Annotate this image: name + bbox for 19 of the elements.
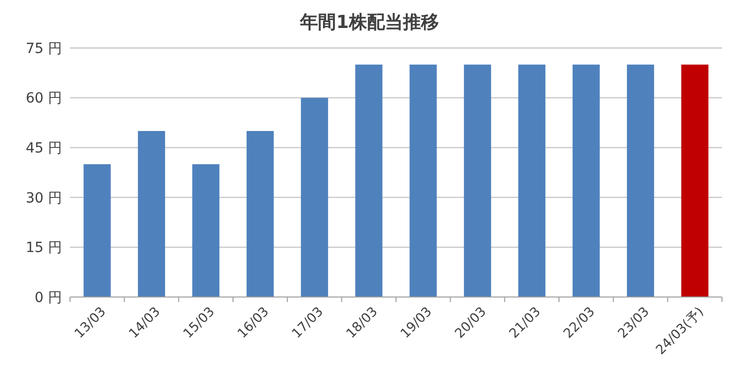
chart-title: 年間1株配当推移 (299, 12, 439, 33)
bar (572, 64, 600, 297)
bar (84, 164, 111, 297)
y-tick-label: 75 円 (26, 40, 62, 57)
bar (681, 64, 708, 297)
y-tick-label: 30 円 (26, 190, 62, 206)
bar (192, 164, 220, 297)
y-tick-label: 60 円 (26, 90, 62, 107)
bar (300, 98, 328, 297)
bar (626, 64, 654, 297)
y-tick-label: 15 円 (26, 240, 62, 256)
bar (138, 131, 166, 297)
y-tick-label: 0 円 (34, 290, 62, 306)
bar (464, 64, 492, 297)
bar (518, 64, 546, 297)
bar (410, 64, 437, 297)
bar (246, 131, 274, 297)
y-tick-label: 45 円 (26, 140, 62, 156)
bar (355, 64, 382, 297)
